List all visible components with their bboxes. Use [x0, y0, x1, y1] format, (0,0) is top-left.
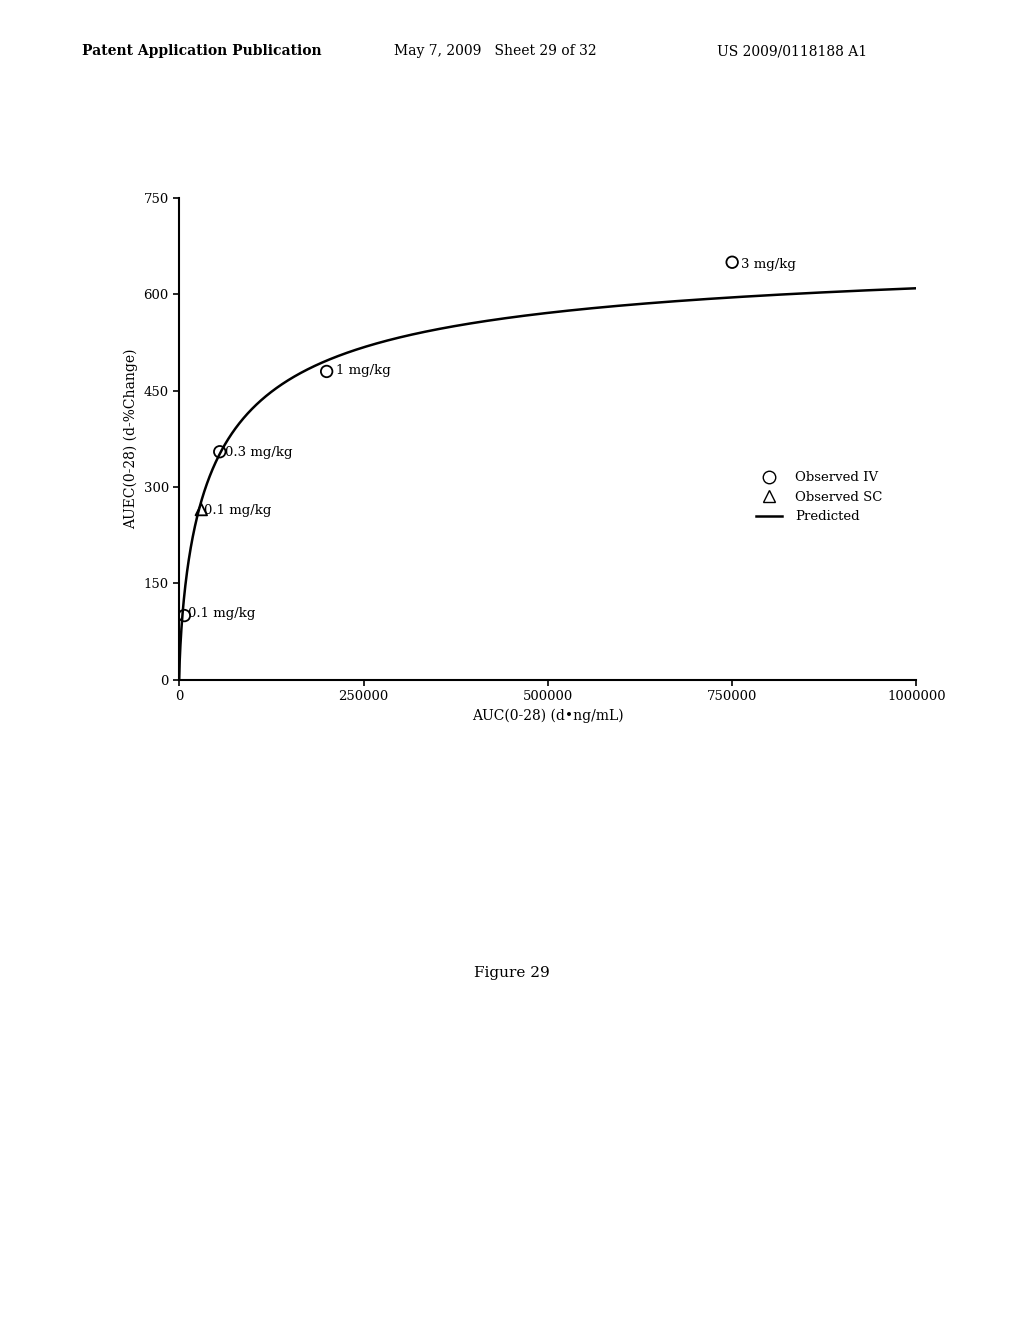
- Line: Predicted: Predicted: [179, 288, 916, 680]
- Observed SC: [194, 499, 210, 520]
- Text: 0.1 mg/kg: 0.1 mg/kg: [188, 607, 255, 620]
- Text: 1 mg/kg: 1 mg/kg: [336, 364, 391, 378]
- Y-axis label: AUEC(0-28) (d-%Change): AUEC(0-28) (d-%Change): [124, 348, 138, 529]
- Text: US 2009/0118188 A1: US 2009/0118188 A1: [717, 45, 867, 58]
- Predicted: [456, 317, 468, 333]
- Observed IV: [212, 441, 228, 462]
- Text: May 7, 2009   Sheet 29 of 32: May 7, 2009 Sheet 29 of 32: [394, 45, 597, 58]
- Predicted: [173, 672, 185, 688]
- Predicted: [301, 362, 313, 378]
- Text: 0.1 mg/kg: 0.1 mg/kg: [204, 504, 271, 517]
- Observed IV: [318, 360, 335, 381]
- Text: 3 mg/kg: 3 mg/kg: [741, 257, 796, 271]
- Predicted: [910, 280, 923, 296]
- X-axis label: AUC(0-28) (d•ng/mL): AUC(0-28) (d•ng/mL): [472, 709, 624, 723]
- Text: 0.3 mg/kg: 0.3 mg/kg: [225, 446, 293, 458]
- Predicted: [257, 391, 269, 407]
- Text: Patent Application Publication: Patent Application Publication: [82, 45, 322, 58]
- Legend: Observed IV, Observed SC, Predicted: Observed IV, Observed SC, Predicted: [751, 466, 888, 529]
- Predicted: [816, 285, 828, 301]
- Observed IV: [176, 605, 193, 626]
- Predicted: [896, 281, 908, 297]
- Predicted: [487, 312, 500, 327]
- Observed IV: [724, 252, 740, 273]
- Text: Figure 29: Figure 29: [474, 966, 550, 979]
